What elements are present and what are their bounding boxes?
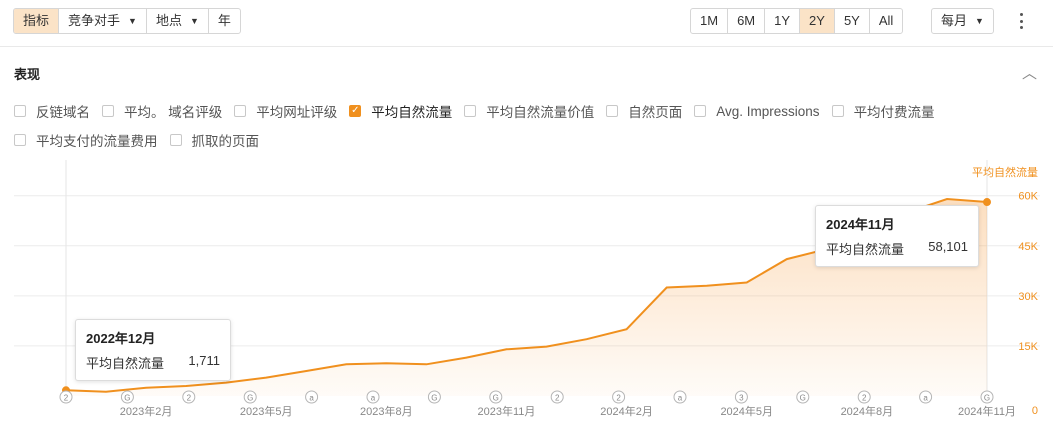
event-marker-icon (734, 390, 748, 404)
event-marker-icon (919, 390, 933, 404)
metric-avg-ur[interactable]: 平均网址评级 (234, 101, 337, 121)
range-1m-button[interactable]: 1M (691, 9, 729, 33)
checkbox[interactable] (464, 105, 477, 117)
event-marker-icon (796, 390, 810, 404)
event-marker-icon (366, 390, 380, 404)
event-marker-icon (550, 390, 564, 404)
metric-organic-pages[interactable]: 自然页面 (606, 101, 682, 121)
metric-avg-impressions[interactable]: Avg. Impressions (694, 104, 820, 119)
event-marker-icon (612, 390, 626, 404)
tab-location[interactable]: 地点 ▼ (147, 9, 209, 33)
event-marker-icon (427, 390, 441, 404)
event-marker-label: 2 (616, 394, 621, 403)
range-5y-button[interactable]: 5Y (835, 9, 870, 33)
y-tick-label: 30K (1018, 291, 1038, 303)
event-marker-icon (489, 390, 503, 404)
checkbox[interactable] (694, 105, 707, 117)
y-axis-title: 平均自然流量 (972, 165, 1038, 179)
checkbox[interactable] (14, 105, 26, 117)
metric-avg-dr[interactable]: 平均。 域名评级 (102, 101, 222, 121)
y-tick-label: 60K (1018, 191, 1038, 203)
event-marker-icon (673, 390, 687, 404)
event-marker-label: G (984, 394, 990, 403)
event-marker-icon (857, 390, 871, 404)
tab-metrics[interactable]: 指标 (14, 9, 60, 33)
metric-options: 反链域名 平均。 域名评级 平均网址评级 ✓ 平均自然流量 平均自然流量价值 自然… (14, 102, 1034, 160)
toolbar: 指标 竞争对手 ▼ 地点 ▼ 年 1M 6M 1Y 2Y 5Y All 每月 ▼ (0, 0, 1053, 47)
x-tick-label: 2024年11月 (958, 404, 1016, 418)
event-marker-label: G (493, 394, 499, 403)
event-marker-label: a (309, 394, 314, 403)
data-point (983, 198, 991, 207)
x-tick-label: 2023年11月 (478, 404, 536, 418)
tooltip-nov-2024: 2024年11月 平均自然流量 58,101 (815, 205, 979, 267)
tooltip-dec-2022: 2022年12月 平均自然流量 1,711 (75, 319, 231, 381)
event-marker-label: a (371, 394, 376, 403)
event-marker-label: 2 (187, 394, 192, 403)
filter-group: 指标 竞争对手 ▼ 地点 ▼ 年 (13, 8, 241, 34)
event-marker-label: G (431, 394, 437, 403)
range-6m-button[interactable]: 6M (728, 9, 766, 33)
section-title: 表现 (14, 67, 41, 82)
event-marker-label: G (124, 394, 130, 403)
more-options-icon[interactable] (1013, 11, 1029, 31)
metric-avg-paid-cost[interactable]: 平均支付的流量费用 (14, 130, 158, 150)
event-marker-icon (243, 390, 257, 404)
event-marker-icon (980, 390, 994, 404)
checkbox[interactable] (14, 134, 26, 146)
caret-down-icon: ▼ (189, 16, 199, 26)
range-all-button[interactable]: All (878, 13, 894, 28)
x-tick-label: 2023年2月 (120, 404, 173, 418)
granularity-select[interactable]: 每月 ▼ (932, 9, 993, 33)
event-marker-label: G (800, 394, 806, 403)
event-marker-label: a (923, 394, 928, 403)
tab-competitors[interactable]: 竞争对手 ▼ (59, 9, 147, 33)
tab-year[interactable]: 年 (217, 13, 231, 28)
event-marker-label: 2 (862, 394, 867, 403)
x-tick-label: 2024年2月 (600, 404, 653, 418)
event-marker-label: 2 (555, 394, 560, 403)
event-marker-label: G (247, 394, 253, 403)
checkbox[interactable] (831, 105, 844, 117)
checkbox-checked[interactable]: ✓ (349, 105, 362, 117)
y-tick-label: 0 (1032, 405, 1038, 417)
x-tick-label: 2023年8月 (360, 404, 413, 418)
event-marker-label: a (678, 394, 683, 403)
metric-avg-traffic-value[interactable]: 平均自然流量价值 (464, 101, 594, 121)
event-marker-label: 3 (739, 394, 744, 403)
checkbox[interactable] (606, 105, 619, 117)
caret-down-icon: ▼ (975, 16, 984, 26)
x-tick-label: 2024年5月 (720, 404, 773, 418)
chevron-up-icon[interactable]: ︿ (1022, 65, 1038, 82)
granularity-dropdown[interactable]: 每月 ▼ (931, 8, 994, 34)
event-marker-icon (59, 390, 73, 404)
event-marker-icon (120, 390, 134, 404)
range-2y-button[interactable]: 2Y (800, 9, 835, 33)
checkbox[interactable] (169, 134, 182, 146)
caret-down-icon: ▼ (128, 16, 137, 26)
range-group: 1M 6M 1Y 2Y 5Y All (690, 8, 904, 34)
range-1y-button[interactable]: 1Y (765, 9, 801, 33)
checkbox[interactable] (234, 105, 247, 117)
event-marker-icon (305, 390, 319, 404)
metric-avg-organic-traffic[interactable]: ✓ 平均自然流量 (349, 105, 453, 120)
event-marker-icon (182, 390, 196, 404)
x-tick-label: 2024年8月 (841, 404, 894, 418)
checkbox[interactable] (102, 105, 114, 117)
y-tick-label: 45K (1018, 241, 1038, 253)
metric-avg-paid-traffic[interactable]: 平均付费流量 (831, 101, 935, 121)
event-marker-label: 2 (64, 394, 69, 403)
metric-ref-domains[interactable]: 反链域名 (14, 101, 90, 121)
y-tick-label: 15K (1018, 341, 1038, 353)
metric-crawled-pages[interactable]: 抓取的页面 (169, 130, 259, 150)
series-area (66, 199, 987, 396)
x-tick-label: 2023年5月 (240, 404, 293, 418)
